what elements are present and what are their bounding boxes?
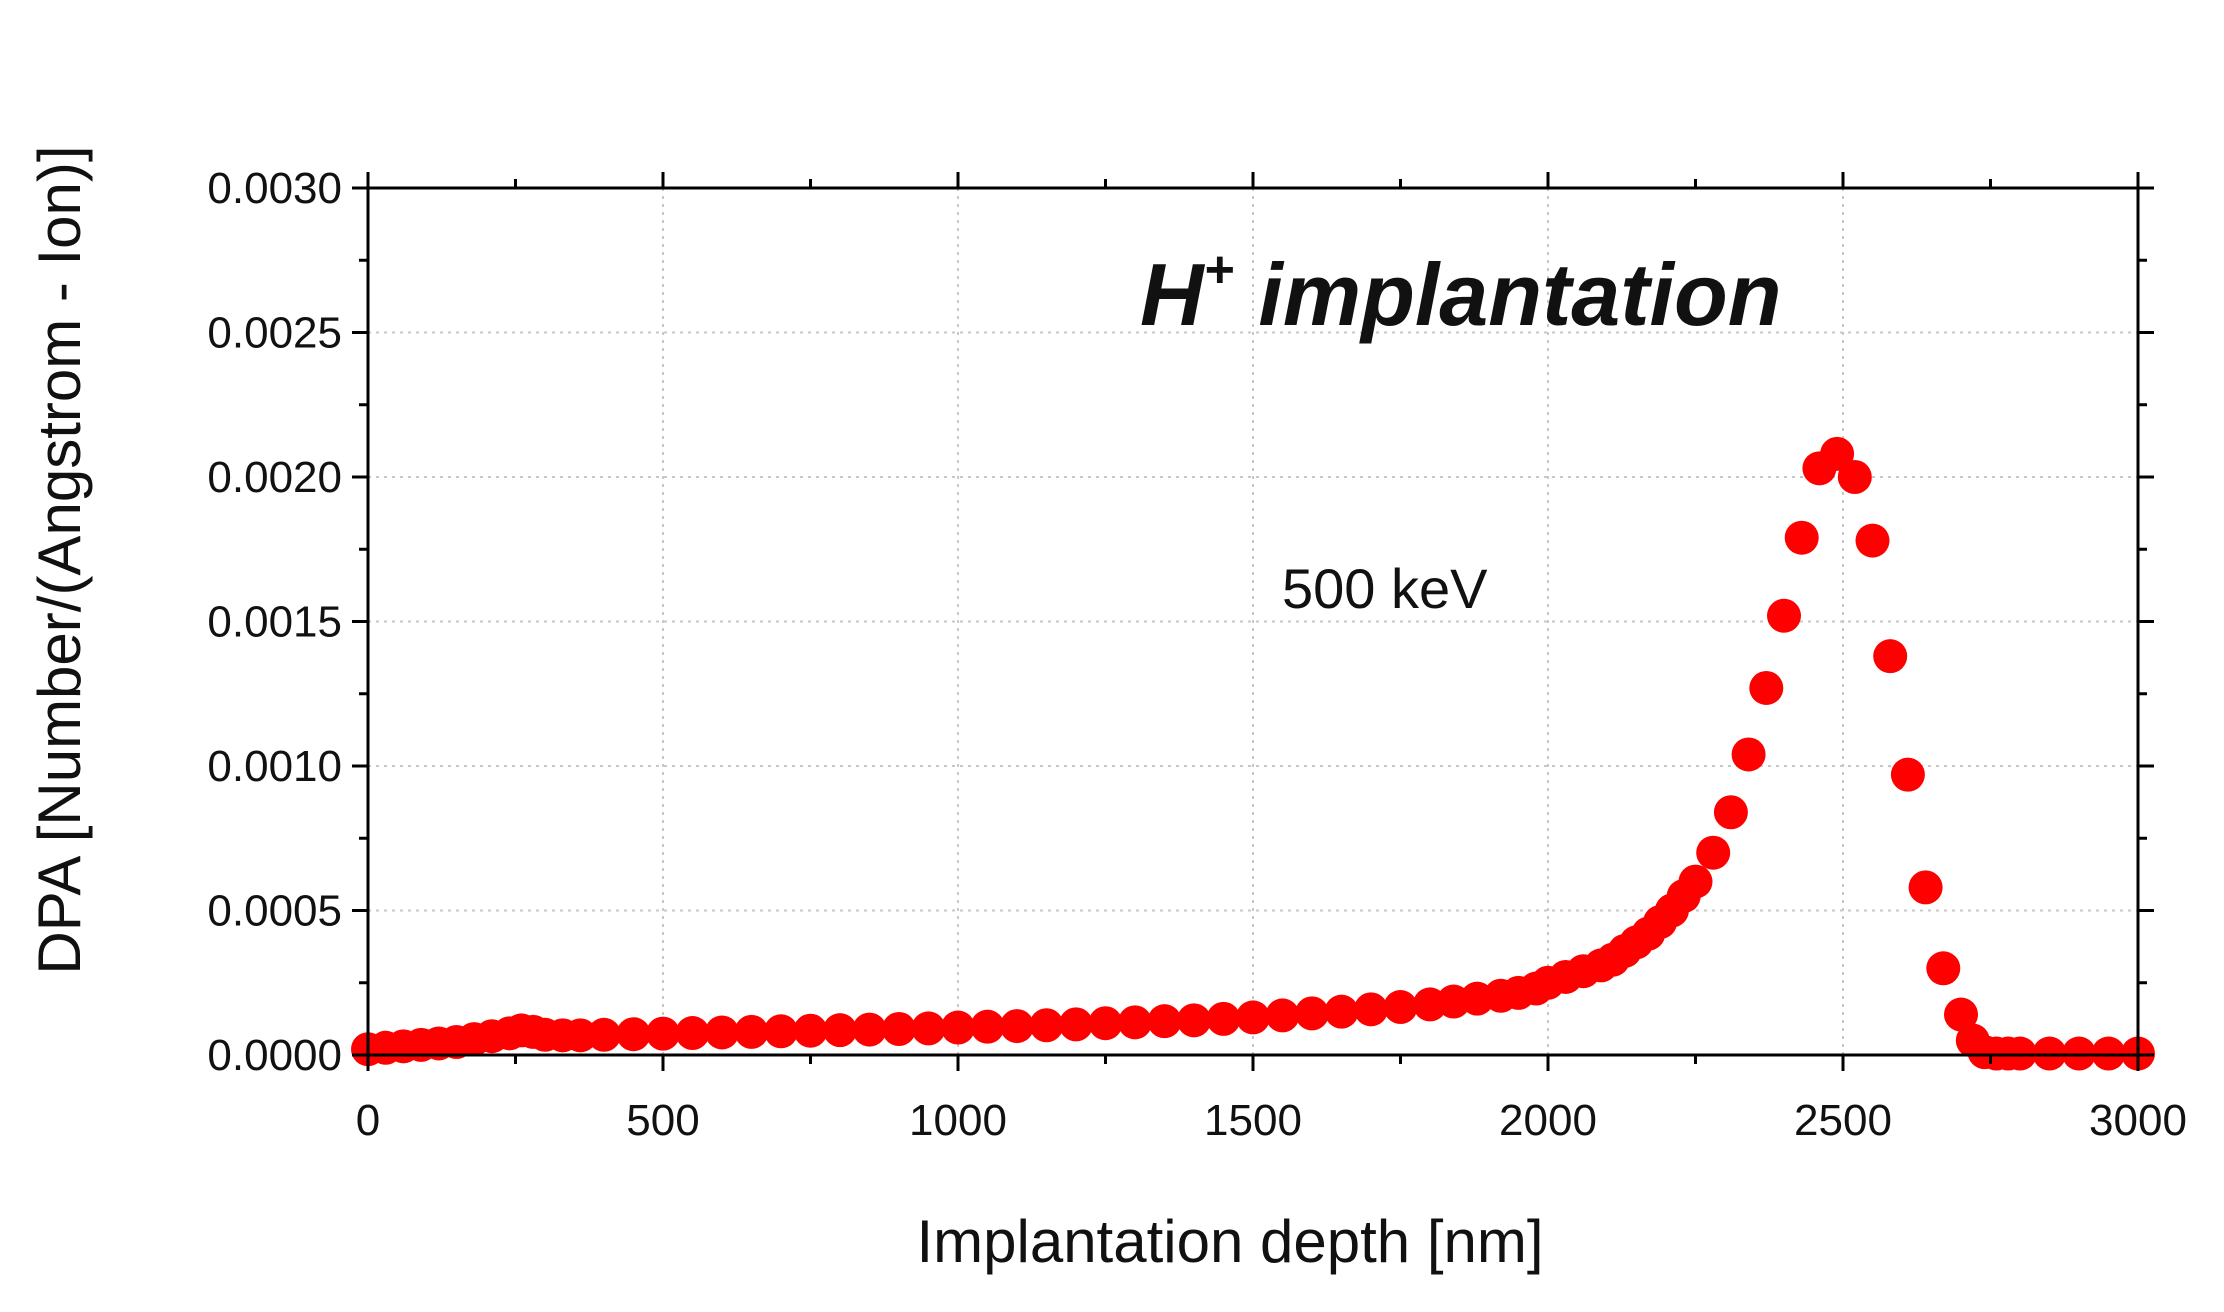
title-plus-sup: + <box>1204 241 1234 299</box>
implantation-title: H+ implantation <box>1140 241 1782 344</box>
y-tick-label: 0.0030 <box>207 164 342 213</box>
data-point <box>1177 1003 1211 1038</box>
x-tick-label: 1500 <box>1204 1096 1302 1145</box>
x-axis-title: Implantation depth [nm] <box>916 1208 1543 1275</box>
energy-label: 500 keV <box>1282 557 1488 620</box>
x-tick-label: 2000 <box>1499 1096 1597 1145</box>
x-tick-label: 0 <box>356 1096 380 1145</box>
data-point <box>1000 1009 1034 1044</box>
data-point <box>793 1013 828 1048</box>
data-point <box>1696 835 1731 870</box>
data-point <box>1926 951 1961 986</box>
y-tick-label: 0.0000 <box>207 1031 342 1080</box>
data-point <box>1713 795 1748 830</box>
data-point <box>1678 864 1713 899</box>
data-point <box>1908 870 1943 905</box>
data-point <box>1383 990 1418 1025</box>
data-point <box>1324 994 1359 1029</box>
data-point <box>1265 998 1300 1033</box>
title-h: H <box>1140 245 1206 344</box>
x-tick-label: 1000 <box>909 1096 1007 1145</box>
data-point <box>1855 523 1890 558</box>
data-point <box>1767 598 1801 633</box>
data-point <box>764 1014 798 1049</box>
x-tick-label: 500 <box>626 1096 699 1145</box>
data-point <box>1147 1004 1182 1039</box>
data-point <box>1837 460 1872 494</box>
data-point <box>1059 1007 1093 1042</box>
data-point <box>1944 997 1978 1032</box>
data-point <box>646 1016 680 1051</box>
y-tick-label: 0.0010 <box>207 742 342 791</box>
data-point <box>970 1009 1005 1044</box>
data-point <box>1088 1006 1123 1041</box>
data-point <box>705 1015 739 1050</box>
data-point <box>1354 992 1388 1027</box>
title-rest: implantation <box>1234 245 1782 344</box>
data-point <box>563 1018 598 1053</box>
data-point <box>1206 1001 1241 1036</box>
data-point <box>1731 737 1766 772</box>
y-axis-title: DPA [Number/(Angstrom - Ion)] <box>26 145 93 974</box>
y-tick-label: 0.0025 <box>207 309 342 358</box>
y-tick-label: 0.0020 <box>207 453 342 502</box>
data-point <box>941 1010 975 1045</box>
data-point <box>882 1011 916 1046</box>
data-point <box>1890 757 1925 792</box>
data-points <box>351 436 2155 1071</box>
data-point <box>1118 1005 1152 1040</box>
axis-ticks <box>352 172 2154 1071</box>
data-point <box>1820 436 1855 471</box>
data-point <box>1295 996 1329 1031</box>
data-point <box>911 1011 946 1046</box>
data-point <box>1029 1008 1064 1043</box>
y-tick-label: 0.0015 <box>207 598 342 647</box>
x-tick-label: 3000 <box>2089 1096 2187 1145</box>
data-point <box>1236 1000 1270 1035</box>
data-point <box>852 1012 887 1047</box>
data-point <box>675 1016 710 1051</box>
data-point <box>823 1013 857 1048</box>
tick-labels: 0 500 1000 1500 2000 2500 3000 0.0000 0.0005 0.00… <box>207 164 2187 1145</box>
x-tick-label: 2500 <box>1794 1096 1892 1145</box>
data-point <box>616 1017 651 1052</box>
data-point <box>1749 670 1784 705</box>
y-tick-label: 0.0005 <box>207 887 342 936</box>
data-point <box>1784 520 1819 555</box>
data-point <box>734 1014 769 1049</box>
data-point <box>1873 639 1908 674</box>
data-point <box>587 1017 621 1052</box>
